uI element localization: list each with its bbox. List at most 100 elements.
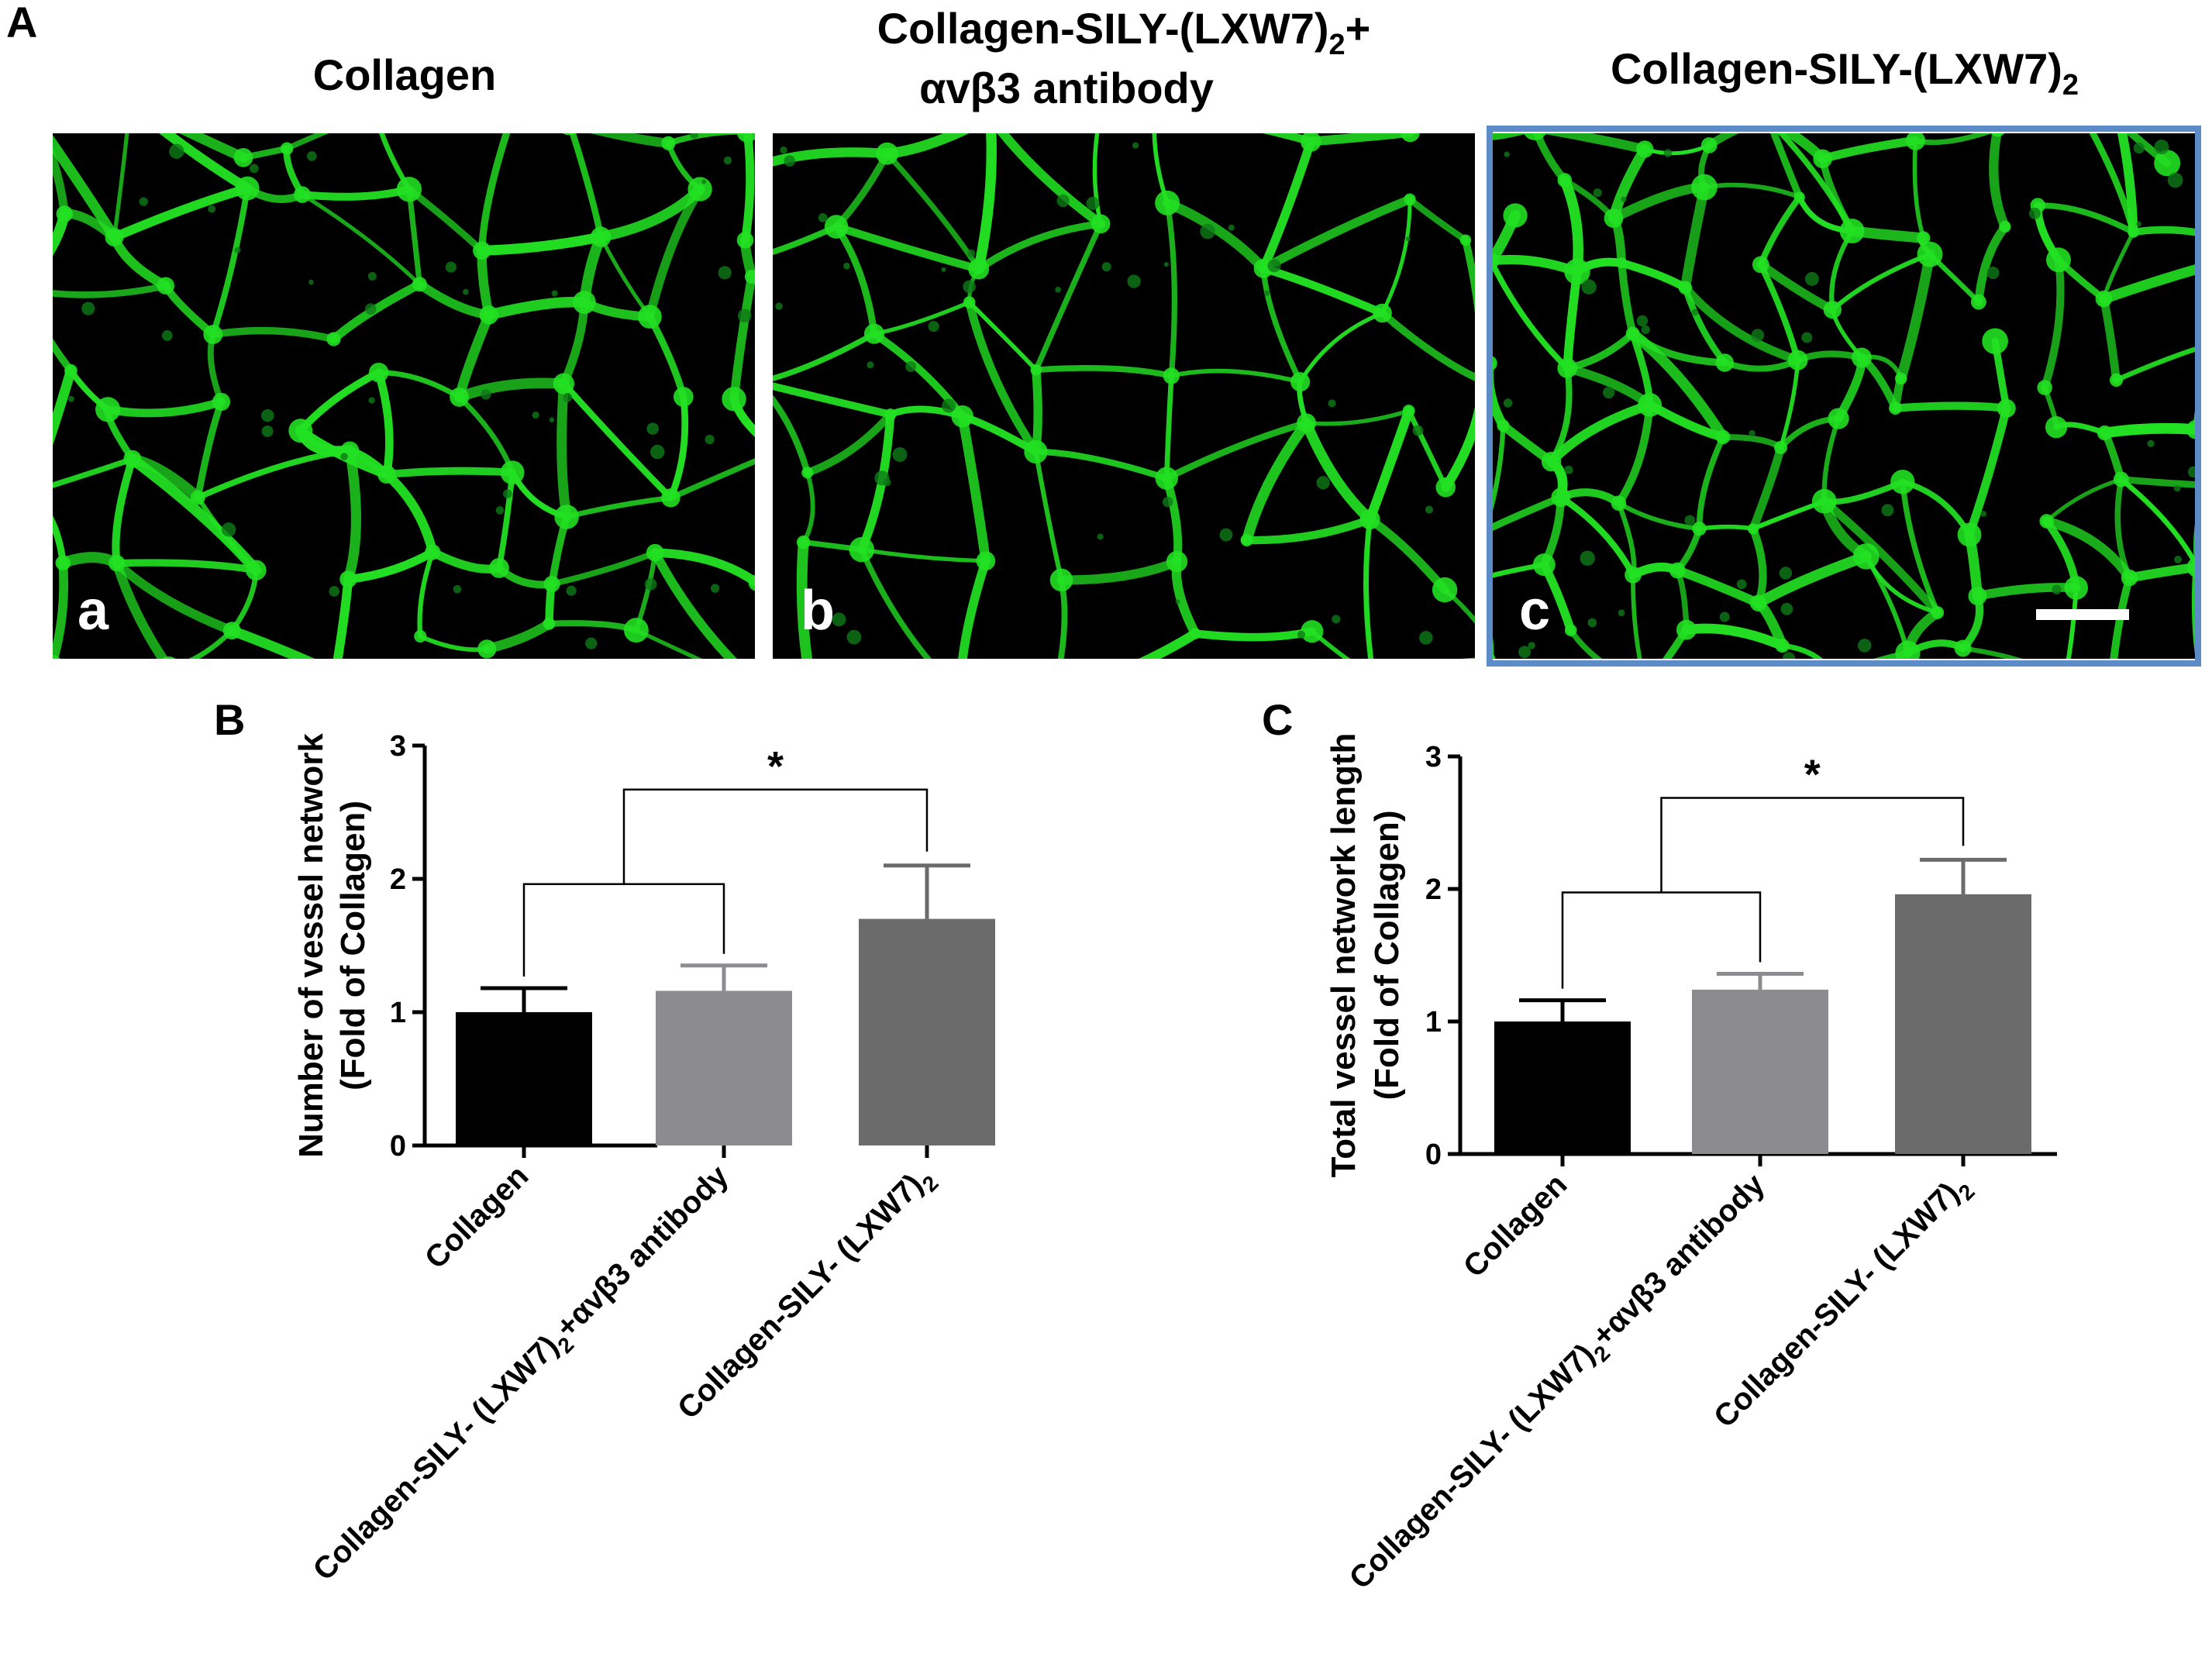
cell-dot [261,409,274,422]
cell-dot [775,302,783,310]
vessel-node [2121,569,2138,587]
vessel-node [1787,350,1808,370]
vessel-node [2052,666,2078,692]
cell-dot [738,308,752,323]
vessel-segment [1033,449,1064,583]
vessel-node [1459,234,1472,246]
cell-dot [723,156,732,165]
vessel-segment [2035,202,2137,236]
vessel-segment [1989,133,2010,232]
vessel-node [121,94,140,112]
vessel-node [1813,149,1832,169]
cell-dot [867,361,874,369]
vessel-segment [1241,417,1312,546]
micrograph-antibody: b [773,84,1495,659]
x-category-label: Collagen [1457,1167,1574,1284]
vessel-segment [159,133,253,194]
image-label-a: a [78,580,109,642]
vessel-node [1889,401,1902,415]
cell-dot [364,303,377,315]
vessel-node [53,654,60,659]
cell-dot [718,266,732,280]
vessel-segment [2110,574,2134,659]
vessel-node [1476,84,1495,104]
cell-dot [2188,466,2195,478]
vessel-node [963,296,976,308]
vessel-segment [51,667,169,673]
vessel-segment [1891,401,2010,413]
vessel-segment [2118,477,2195,568]
cell-dot [1328,399,1336,408]
vessel-segment [1493,360,1508,431]
cell-dot [2173,484,2181,492]
vessel-node [1793,191,1805,203]
vessel-node [473,241,491,260]
cell-dot [1641,325,1650,335]
vessel-segment [53,208,71,257]
vessel-node [2205,225,2212,249]
vessel-node [1970,294,1986,310]
y-tick-label: 3 [390,730,406,763]
vessel-node [1373,303,1392,323]
vessel-node [123,450,142,468]
vessel-segment [560,380,674,501]
vessel-segment [973,133,997,274]
cell-dot [649,444,665,460]
vessel-segment [300,192,422,287]
vessel-node [824,215,849,239]
vessel-segment [1696,434,1726,532]
cell-dot [445,261,457,273]
vessel-node [722,387,746,412]
y-axis-label: Total vessel network length [1325,733,1363,1178]
vessel-segment [179,133,249,163]
vessel-segment [406,186,423,288]
y-tick-label: 1 [390,997,406,1029]
cell-dot [1504,151,1510,157]
cell-dot [2147,439,2155,447]
vessel-node [1982,328,2008,355]
vessel-node [212,392,231,412]
vessel-segment [1493,133,1528,140]
vessel-segment [667,458,755,501]
cell-dot [1804,271,1819,286]
cell-dot [1749,429,1755,437]
cell-dot [463,288,469,295]
significance-asterisk: * [767,743,784,790]
cell-dot [1986,266,2000,280]
vessel-segment [1297,311,1385,384]
image-title-antibody: Collagen-SILY-(LXW7)2+ [877,4,1371,61]
vessel-node [673,387,694,407]
vessel-node [1049,568,1073,592]
vessel-segment [966,300,1039,373]
cell-dot [843,262,850,270]
vessel-node [1895,640,1921,659]
vessel-node [2186,419,2195,439]
vessel-segment [2065,668,2113,679]
cell-dot [1857,639,1872,653]
vessel-segment [383,467,517,479]
vessel-segment [1780,642,1823,659]
vessel-node [1557,173,1573,188]
vessel-node [1839,219,1865,244]
significance-bracket-lower [522,883,725,977]
vessel-segment [2044,477,2124,524]
cell-dot [481,389,491,400]
vessel-node [1999,220,2011,233]
vessel-segment [112,455,136,567]
vessel-node [1931,606,1945,619]
vessel-segment [773,331,877,381]
bar [859,918,995,1145]
image-label-c: c [1519,580,1550,642]
panel-letter-c: C [1262,695,1293,744]
vessel-segment [965,298,1040,456]
cell-dot [892,447,908,463]
vessel-segment [1031,365,1042,456]
cell-dot [2174,555,2183,563]
vessel-node [294,186,311,203]
vessel-segment [53,146,69,219]
vessel-segment [53,338,75,374]
cell-dot [368,397,375,404]
cell-dot [1132,142,1139,149]
vessel-node [190,490,205,505]
cell-dot [705,434,715,445]
